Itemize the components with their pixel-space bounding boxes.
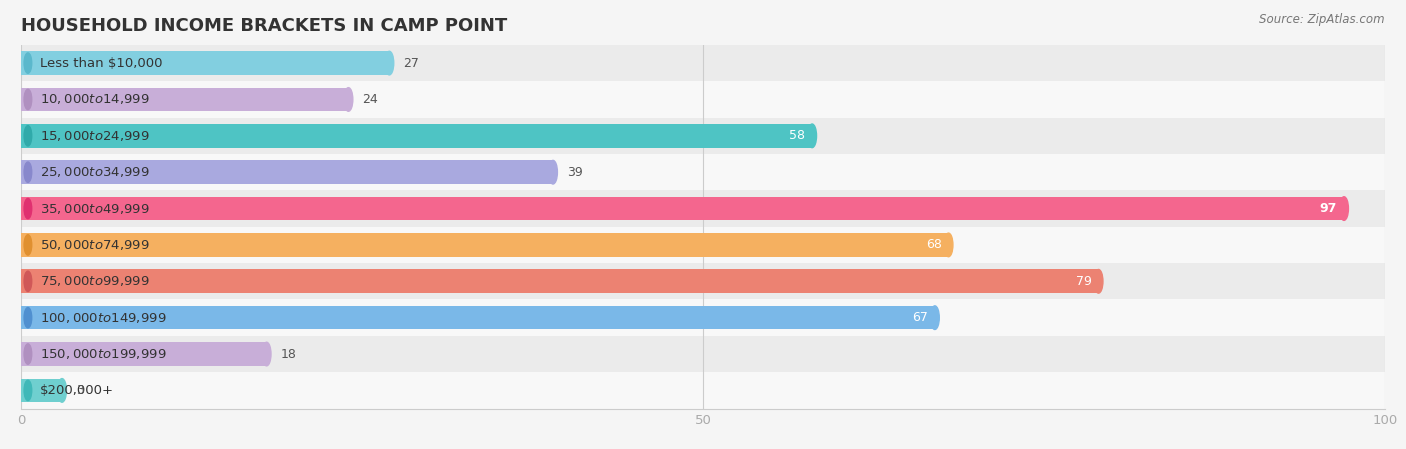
Bar [0,299,1385,336]
Text: 3: 3 [76,384,83,397]
Bar [0,81,1385,118]
Bar [0,263,1385,299]
Circle shape [1340,197,1348,220]
Bar [0,45,1385,81]
Bar [21,160,553,184]
Bar [0,336,1385,372]
Text: $10,000 to $14,999: $10,000 to $14,999 [41,92,150,106]
Text: HOUSEHOLD INCOME BRACKETS IN CAMP POINT: HOUSEHOLD INCOME BRACKETS IN CAMP POINT [21,17,508,35]
Text: 24: 24 [363,93,378,106]
Text: $200,000+: $200,000+ [41,384,114,397]
Text: $50,000 to $74,999: $50,000 to $74,999 [41,238,150,252]
Circle shape [24,344,32,364]
Text: 68: 68 [925,238,942,251]
Text: $75,000 to $99,999: $75,000 to $99,999 [41,274,150,288]
Bar [0,118,1385,154]
Text: $35,000 to $49,999: $35,000 to $49,999 [41,202,150,216]
Text: 97: 97 [1320,202,1337,215]
Text: 58: 58 [789,129,806,142]
Circle shape [344,88,353,111]
Bar [21,88,349,111]
Bar [21,124,813,148]
Circle shape [24,235,32,255]
Text: Source: ZipAtlas.com: Source: ZipAtlas.com [1260,13,1385,26]
Text: $150,000 to $199,999: $150,000 to $199,999 [41,347,167,361]
Circle shape [807,124,817,148]
Bar [21,342,267,366]
Text: $15,000 to $24,999: $15,000 to $24,999 [41,129,150,143]
Text: 39: 39 [567,166,582,179]
Circle shape [24,198,32,219]
Text: $100,000 to $149,999: $100,000 to $149,999 [41,311,167,325]
Bar [21,379,62,402]
Circle shape [385,51,394,75]
Text: 67: 67 [912,311,928,324]
Circle shape [24,89,32,110]
Bar [0,372,1385,409]
Circle shape [262,342,271,366]
Bar [0,154,1385,190]
Circle shape [24,53,32,73]
Text: 27: 27 [404,57,419,70]
Text: 18: 18 [280,348,297,361]
Circle shape [24,126,32,146]
Bar [21,197,1344,220]
Bar [21,269,1098,293]
Text: Less than $10,000: Less than $10,000 [41,57,163,70]
Bar [21,233,949,257]
Circle shape [931,306,939,330]
Circle shape [548,160,557,184]
Bar [21,306,935,330]
Circle shape [24,308,32,328]
Bar [0,190,1385,227]
Text: $25,000 to $34,999: $25,000 to $34,999 [41,165,150,179]
Circle shape [58,379,66,402]
Text: 79: 79 [1076,275,1091,288]
Circle shape [1094,269,1102,293]
Bar [0,227,1385,263]
Circle shape [24,271,32,291]
Circle shape [24,380,32,401]
Circle shape [24,162,32,182]
Bar [21,51,389,75]
Circle shape [943,233,953,257]
